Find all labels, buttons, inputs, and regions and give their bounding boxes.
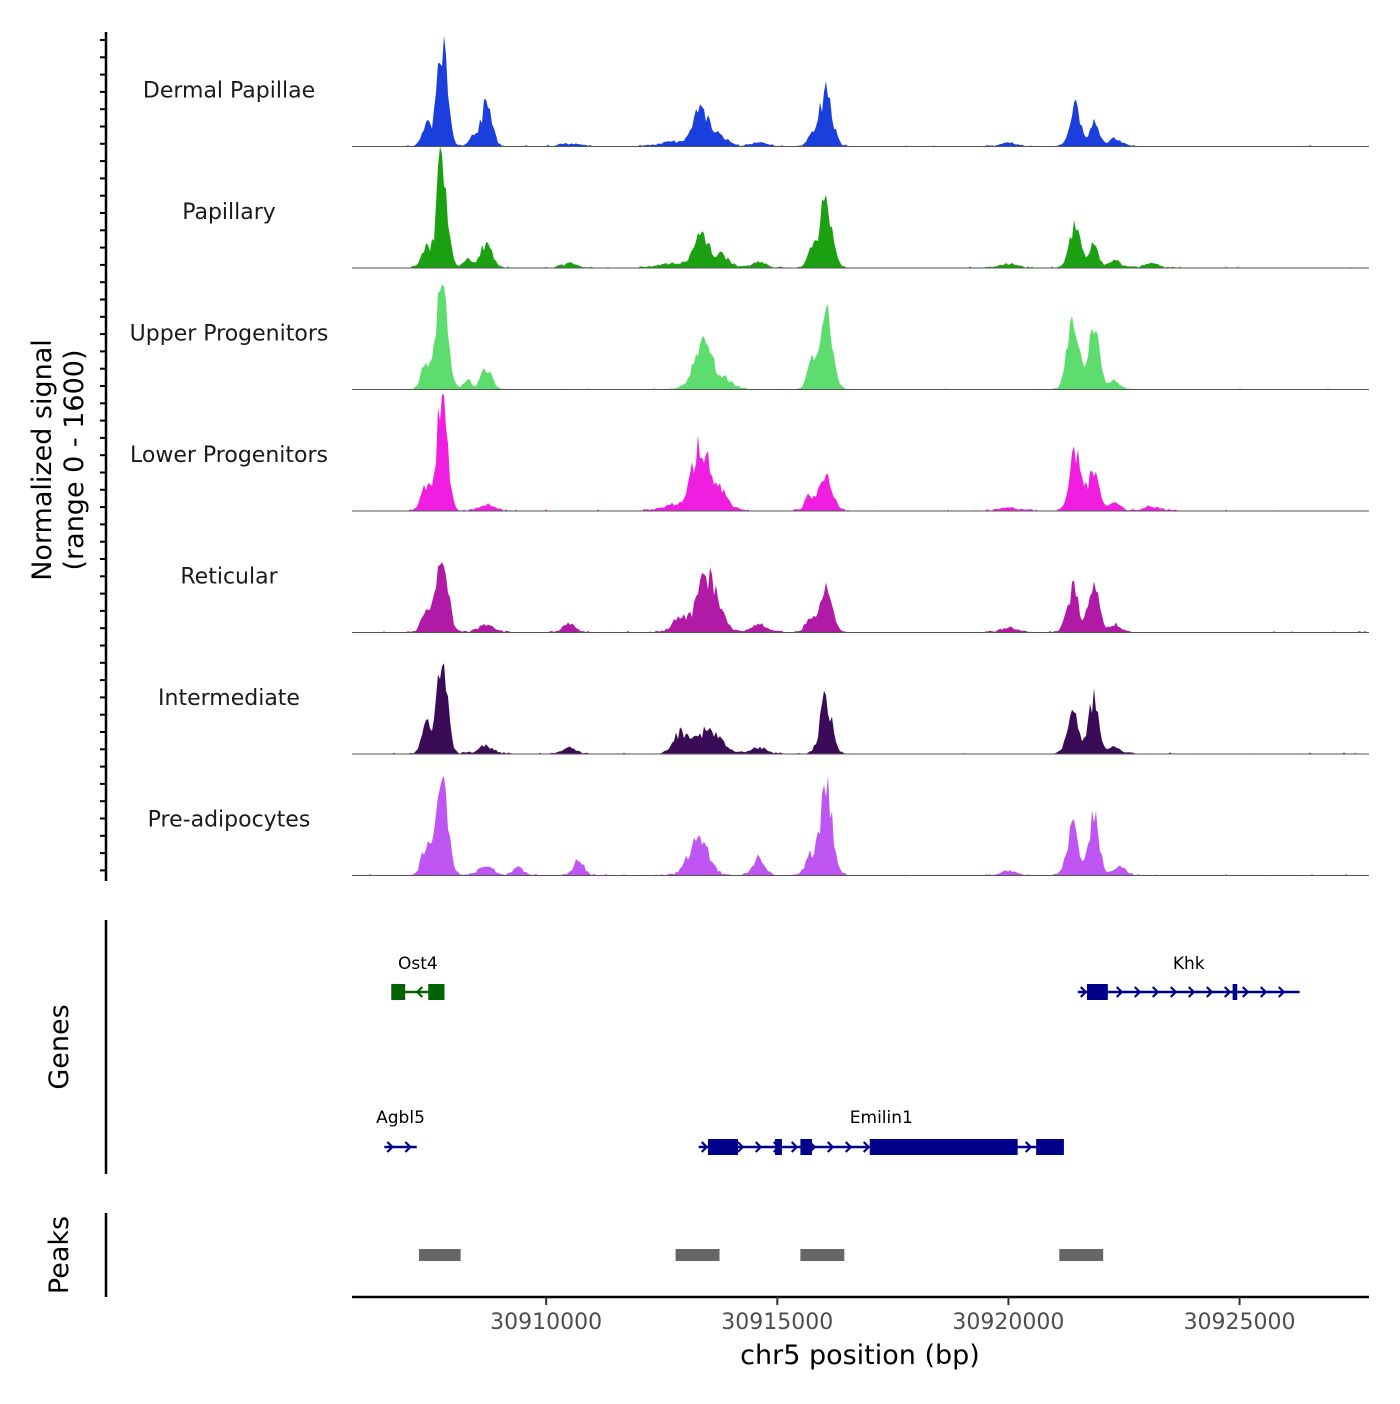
gene-exon-emilin1: [1036, 1139, 1064, 1155]
gene-strand-arrow: [790, 1141, 799, 1153]
gene-strand-arrow: [1079, 986, 1088, 998]
track-label-dermal-papillae: Dermal Papillae: [143, 79, 315, 104]
track-upper-progenitors: Upper Progenitors: [130, 284, 1369, 390]
gene-strand-arrow: [700, 1141, 709, 1153]
coverage-area-papillary: [352, 146, 1369, 268]
gene-label-khk: Khk: [1173, 954, 1205, 974]
gene-strand-arrow: [386, 1141, 394, 1153]
gene-strand-arrow: [1133, 986, 1142, 998]
peaks-track: [419, 1249, 1104, 1261]
gene-exon-khk: [1232, 984, 1238, 1000]
track-pre-adipocytes: Pre-adipocytes: [148, 775, 1369, 876]
coverage-tracks: Dermal Papillae Papillary Upper Progenitor…: [130, 35, 1369, 876]
track-label-papillary: Papillary: [182, 200, 276, 225]
gene-khk: Khk: [1077, 954, 1300, 1000]
peak-region: [419, 1249, 461, 1261]
gene-label-ost4: Ost4: [398, 954, 438, 974]
gene-label-agbl5: Agbl5: [376, 1108, 425, 1128]
track-label-reticular: Reticular: [180, 565, 278, 590]
coverage-area-lower-progenitors: [352, 394, 1369, 511]
gene-strand-arrow: [862, 1141, 871, 1153]
gene-strand-arrow: [1223, 986, 1232, 998]
gene-strand-arrow: [1205, 986, 1214, 998]
track-lower-progenitors: Lower Progenitors: [130, 394, 1369, 512]
gene-strand-arrow: [1241, 986, 1250, 998]
gene-strand-arrow: [1259, 986, 1268, 998]
peaks-track-title: Peaks: [44, 1216, 75, 1294]
x-axis-title: chr5 position (bp): [740, 1340, 980, 1371]
gene-strand-arrow: [1187, 986, 1196, 998]
gene-strand-arrow: [1277, 986, 1286, 998]
x-axis-ticks: 30910000 30915000 30920000 30925000: [490, 1297, 1296, 1335]
track-label-intermediate: Intermediate: [158, 686, 300, 711]
peak-region: [1059, 1249, 1104, 1261]
coverage-area-intermediate: [352, 663, 1369, 754]
gene-exon-khk: [1087, 984, 1108, 1000]
genes-track-title: Genes: [44, 1004, 75, 1089]
gene-exon-emilin1: [869, 1139, 1018, 1155]
gene-exon-emilin1: [707, 1139, 738, 1155]
peak-region: [800, 1249, 845, 1261]
gene-emilin1: Emilin1: [698, 1108, 1064, 1155]
gene-strand-arrow: [1169, 986, 1178, 998]
x-tick-label: 30920000: [952, 1310, 1064, 1335]
x-tick-label: 30925000: [1184, 1310, 1296, 1335]
x-tick-label: 30915000: [721, 1310, 833, 1335]
gene-strand-arrow: [1024, 1141, 1033, 1153]
gene-strand-arrow: [844, 1141, 853, 1153]
peak-region: [675, 1249, 720, 1261]
coverage-y-ticks: [100, 39, 106, 872]
gene-exon-emilin1: [800, 1139, 812, 1155]
track-intermediate: Intermediate: [158, 663, 1369, 755]
track-dermal-papillae: Dermal Papillae: [143, 35, 1369, 147]
track-papillary: Papillary: [182, 146, 1369, 269]
gene-label-emilin1: Emilin1: [850, 1108, 913, 1128]
gene-strand-arrow: [1151, 986, 1160, 998]
gene-strand-arrow: [404, 1141, 412, 1153]
gene-strand-arrow: [754, 1141, 763, 1153]
gene-strand-arrow: [415, 986, 424, 998]
track-label-lower-progenitors: Lower Progenitors: [130, 443, 328, 468]
gene-exon-ost4: [428, 984, 445, 1000]
track-label-pre-adipocytes: Pre-adipocytes: [148, 808, 311, 833]
gene-exon-ost4: [391, 984, 406, 1000]
track-label-upper-progenitors: Upper Progenitors: [130, 322, 329, 347]
track-reticular: Reticular: [180, 562, 1369, 633]
coverage-area-reticular: [352, 562, 1369, 633]
gene-strand-arrow: [826, 1141, 835, 1153]
coverage-area-dermal-papillae: [352, 35, 1369, 147]
x-tick-label: 30910000: [490, 1310, 602, 1335]
gene-strand-arrow: [1115, 986, 1124, 998]
y-axis-title-line2: (range 0 - 1600): [59, 350, 90, 571]
y-axis-title-line1: Normalized signal: [27, 339, 58, 581]
gene-exon-emilin1: [774, 1139, 782, 1155]
gene-strand-arrow: [736, 1141, 745, 1153]
gene-ost4: Ost4: [391, 954, 445, 1000]
gene-agbl5: Agbl5: [376, 1108, 425, 1153]
coverage-area-pre-adipocytes: [352, 775, 1369, 876]
genes-track: Ost4 Khk Agbl5 Emilin1: [376, 954, 1300, 1155]
coverage-area-upper-progenitors: [352, 284, 1369, 390]
